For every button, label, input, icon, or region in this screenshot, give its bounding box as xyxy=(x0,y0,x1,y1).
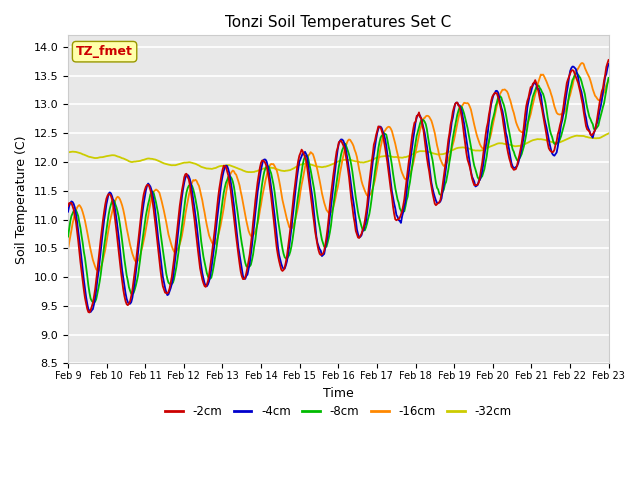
Title: Tonzi Soil Temperatures Set C: Tonzi Soil Temperatures Set C xyxy=(225,15,451,30)
X-axis label: Time: Time xyxy=(323,386,354,399)
Y-axis label: Soil Temperature (C): Soil Temperature (C) xyxy=(15,135,28,264)
Text: TZ_fmet: TZ_fmet xyxy=(76,45,133,58)
Legend: -2cm, -4cm, -8cm, -16cm, -32cm: -2cm, -4cm, -8cm, -16cm, -32cm xyxy=(161,401,516,423)
